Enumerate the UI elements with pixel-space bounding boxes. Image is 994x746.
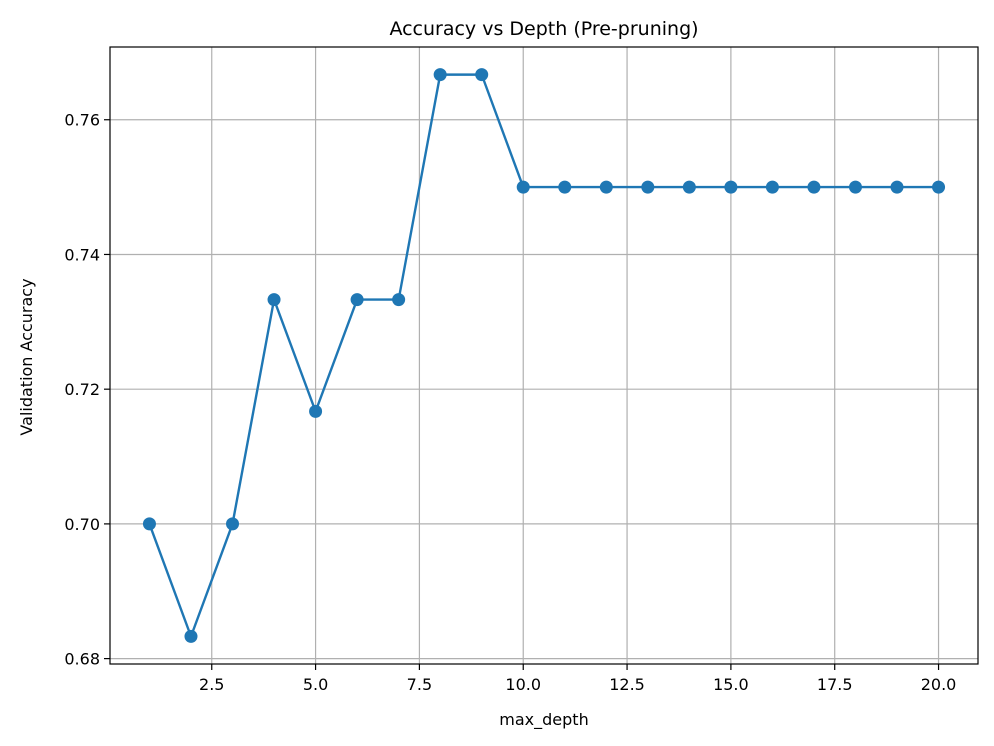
y-tick-label: 0.74 <box>64 245 100 264</box>
data-point <box>599 180 613 194</box>
data-point <box>932 180 946 194</box>
y-tick-label: 0.72 <box>64 380 100 399</box>
plot-frame <box>109 46 979 665</box>
data-point <box>641 180 655 194</box>
y-tick-label: 0.70 <box>64 515 100 534</box>
data-point <box>267 293 281 307</box>
series <box>142 68 946 643</box>
data-point <box>142 517 156 531</box>
x-tick-label: 5.0 <box>303 675 328 694</box>
x-tick-label: 2.5 <box>199 675 224 694</box>
data-point <box>724 180 738 194</box>
chart-title: Accuracy vs Depth (Pre-pruning) <box>389 18 698 40</box>
data-point <box>890 180 904 194</box>
x-tick-label: 7.5 <box>407 675 432 694</box>
x-tick-label: 10.0 <box>505 675 541 694</box>
x-axis-ticks: 2.5 5.0 7.5 10.0 12.5 15.0 17.5 20.0 <box>199 664 956 694</box>
data-point <box>226 517 240 531</box>
x-tick-label: 17.5 <box>817 675 853 694</box>
grid <box>110 47 978 664</box>
y-axis-ticks: 0.68 0.70 0.72 0.74 0.76 <box>64 111 110 669</box>
data-point <box>433 68 447 82</box>
data-point <box>475 68 489 82</box>
data-point <box>807 180 821 194</box>
data-point <box>184 629 198 643</box>
y-tick-label: 0.68 <box>64 650 100 669</box>
y-tick-label: 0.76 <box>64 111 100 130</box>
data-point <box>765 180 779 194</box>
x-axis-label: max_depth <box>499 710 588 730</box>
data-point <box>558 180 572 194</box>
data-point <box>350 293 364 307</box>
data-point <box>848 180 862 194</box>
x-tick-label: 15.0 <box>713 675 749 694</box>
axes-spines <box>109 46 979 665</box>
x-tick-label: 20.0 <box>921 675 957 694</box>
series-line <box>148 73 939 638</box>
x-tick-label: 12.5 <box>609 675 645 694</box>
data-point <box>516 180 530 194</box>
data-point <box>682 180 696 194</box>
data-point <box>309 404 323 418</box>
data-point <box>392 293 406 307</box>
y-axis-label: Validation Accuracy <box>17 278 36 435</box>
